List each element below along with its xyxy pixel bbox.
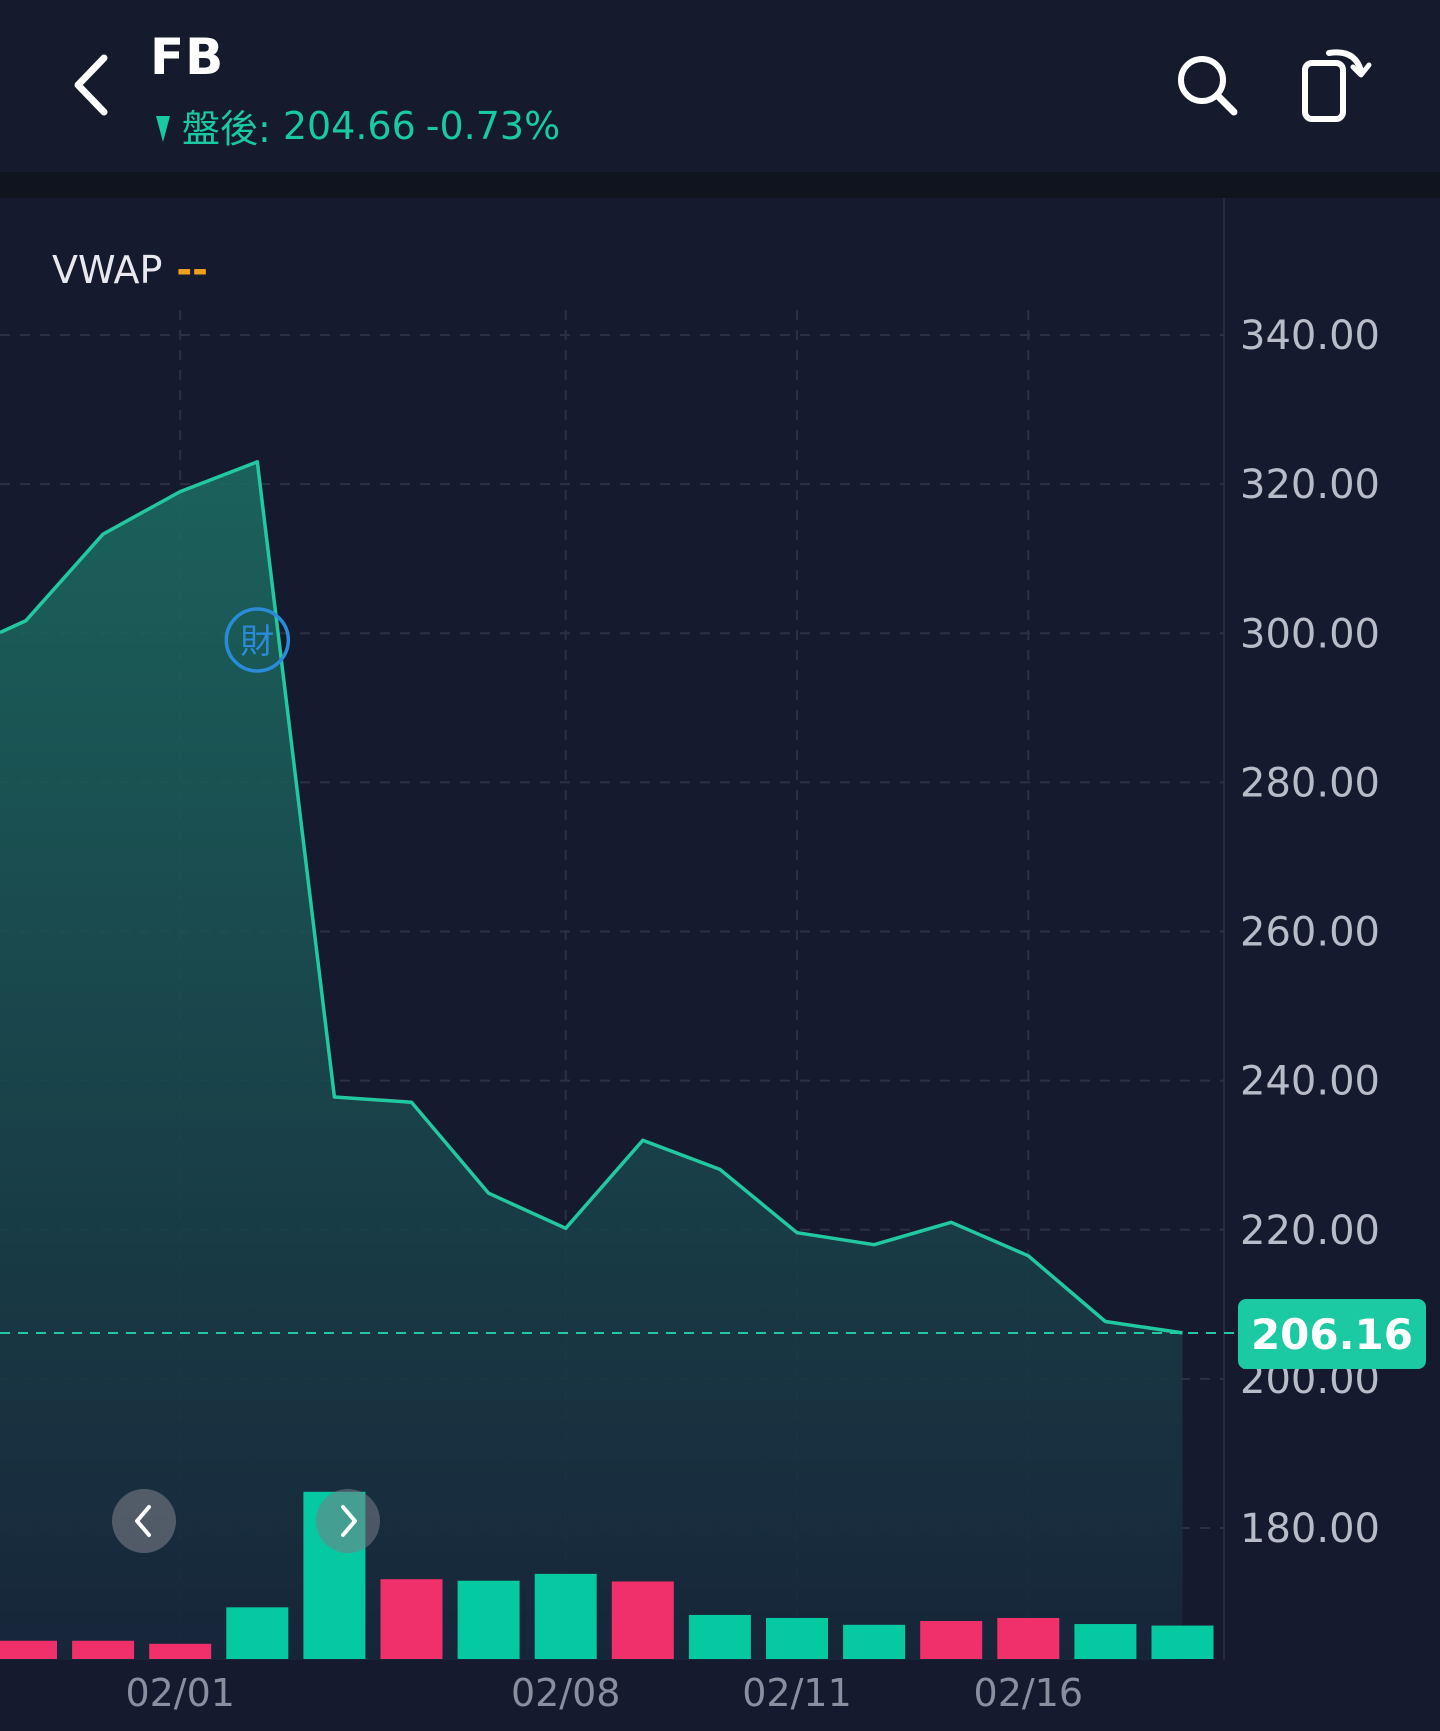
volume-bar: [0, 1640, 57, 1659]
afterhours-change: -0.73%: [425, 103, 561, 148]
volume-bar: [1151, 1625, 1214, 1659]
x-tick-label: 02/11: [742, 1671, 852, 1715]
back-button[interactable]: [55, 45, 125, 125]
current-price-tag: 206.16: [1238, 1299, 1426, 1369]
volume-bar: [920, 1621, 983, 1659]
y-tick-label: 280.00: [1240, 760, 1380, 806]
y-tick-label: 300.00: [1240, 611, 1380, 657]
down-arrow-icon: [156, 115, 170, 142]
rotate-screen-icon: [1302, 49, 1372, 122]
y-tick-label: 260.00: [1240, 910, 1380, 956]
ticker-symbol: FB: [150, 28, 225, 86]
indicator-name: VWAP: [52, 248, 163, 292]
y-tick-label: 180.00: [1240, 1506, 1380, 1552]
chevron-right-icon: [341, 1505, 357, 1537]
top-bar: FB 盤後: 204.66 -0.73%: [0, 0, 1440, 172]
y-tick-label: 240.00: [1240, 1059, 1380, 1105]
search-button[interactable]: [1162, 40, 1252, 130]
afterhours-label: 盤後:: [182, 107, 271, 151]
volume-bar: [611, 1581, 674, 1659]
volume-bar: [843, 1624, 906, 1659]
volume-bar: [72, 1640, 135, 1659]
scroll-right-button[interactable]: [316, 1489, 380, 1553]
volume-bar: [766, 1617, 828, 1659]
scroll-left-button[interactable]: [112, 1489, 176, 1553]
earnings-marker: [224, 607, 291, 673]
indicator-value: --: [176, 248, 208, 292]
volume-bar: [457, 1580, 520, 1659]
price-area: [0, 461, 1183, 1660]
volume-bar: [534, 1573, 597, 1659]
chevron-left-icon: [135, 1505, 151, 1537]
indicator-legend[interactable]: VWAP --: [52, 248, 208, 292]
volume-bar: [226, 1607, 289, 1659]
afterhours-price: 204.66: [282, 103, 416, 148]
y-tick-label: 320.00: [1240, 462, 1380, 508]
volume-bar: [380, 1579, 443, 1659]
x-tick-label: 02/16: [974, 1671, 1084, 1715]
x-tick-label: 02/01: [125, 1671, 235, 1715]
afterhours-quote: 盤後: 204.66 -0.73%: [150, 98, 560, 153]
y-tick-label: 340.00: [1240, 313, 1380, 359]
chevron-left-icon: [74, 54, 108, 116]
volume-bar: [1074, 1624, 1137, 1659]
volume-bar: [997, 1617, 1060, 1659]
volume-bar: [688, 1614, 751, 1659]
y-tick-label: 220.00: [1240, 1208, 1380, 1254]
volume-bar: [149, 1643, 212, 1659]
search-icon: [1178, 56, 1238, 116]
earnings-marker-label: 財: [240, 622, 274, 662]
x-tick-label: 02/08: [511, 1671, 621, 1715]
header-divider: [0, 172, 1440, 198]
rotate-screen-button[interactable]: [1290, 40, 1380, 130]
